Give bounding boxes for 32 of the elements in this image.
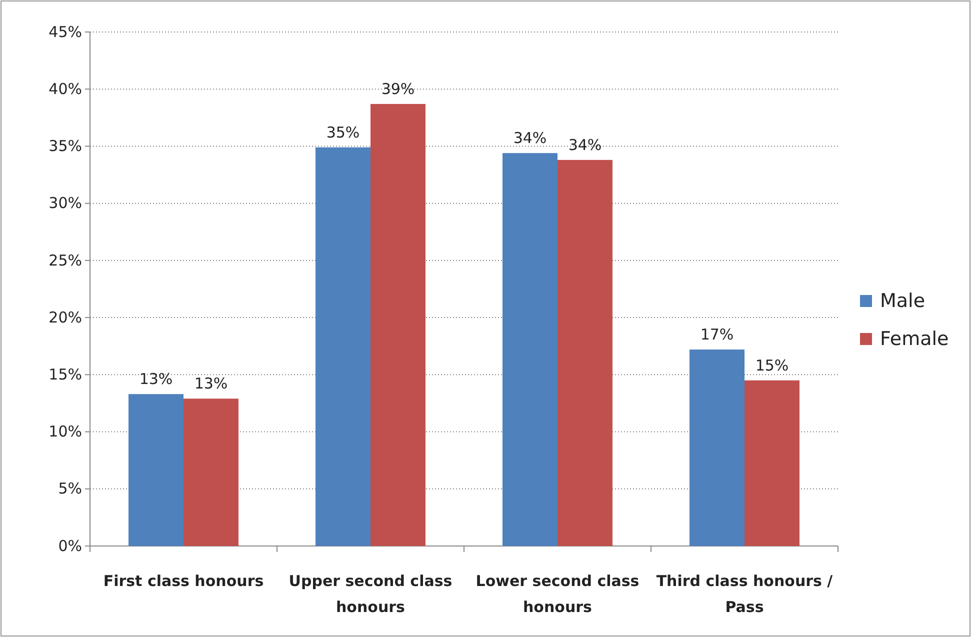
data-label: 13% — [194, 374, 228, 393]
bar — [558, 160, 612, 546]
y-tick-label: 15% — [48, 365, 82, 384]
y-tick-label: 0% — [58, 536, 82, 555]
legend-label: Male — [880, 290, 926, 312]
y-tick-label: 10% — [48, 422, 82, 441]
data-label: 34% — [513, 129, 547, 148]
x-tick-label: Third class honours / Pass — [656, 572, 834, 616]
bar — [128, 394, 184, 546]
y-tick-label: 30% — [48, 194, 82, 212]
data-label: 35% — [326, 123, 360, 142]
bar — [316, 147, 370, 546]
y-tick-label: 40% — [48, 80, 82, 98]
bar — [690, 350, 744, 546]
bar — [370, 104, 426, 546]
bar — [184, 398, 238, 546]
x-tick-label: First class honours — [103, 572, 264, 590]
data-label: 17% — [700, 326, 734, 344]
bar — [744, 380, 800, 546]
y-tick-label: 25% — [48, 251, 82, 270]
bar — [502, 153, 558, 546]
legend-label: Female — [880, 328, 949, 350]
data-label: 39% — [381, 80, 415, 98]
y-tick-label: 5% — [58, 480, 82, 498]
x-tick-label: Lower second class honours — [476, 572, 640, 616]
data-label: 34% — [568, 136, 602, 154]
data-label: 13% — [139, 370, 173, 388]
y-tick-label: 45% — [48, 22, 82, 41]
y-tick-label: 20% — [48, 308, 82, 326]
data-label: 15% — [755, 356, 789, 374]
y-tick-label: 35% — [48, 137, 82, 156]
x-tick-label: Upper second class honours — [288, 572, 452, 616]
